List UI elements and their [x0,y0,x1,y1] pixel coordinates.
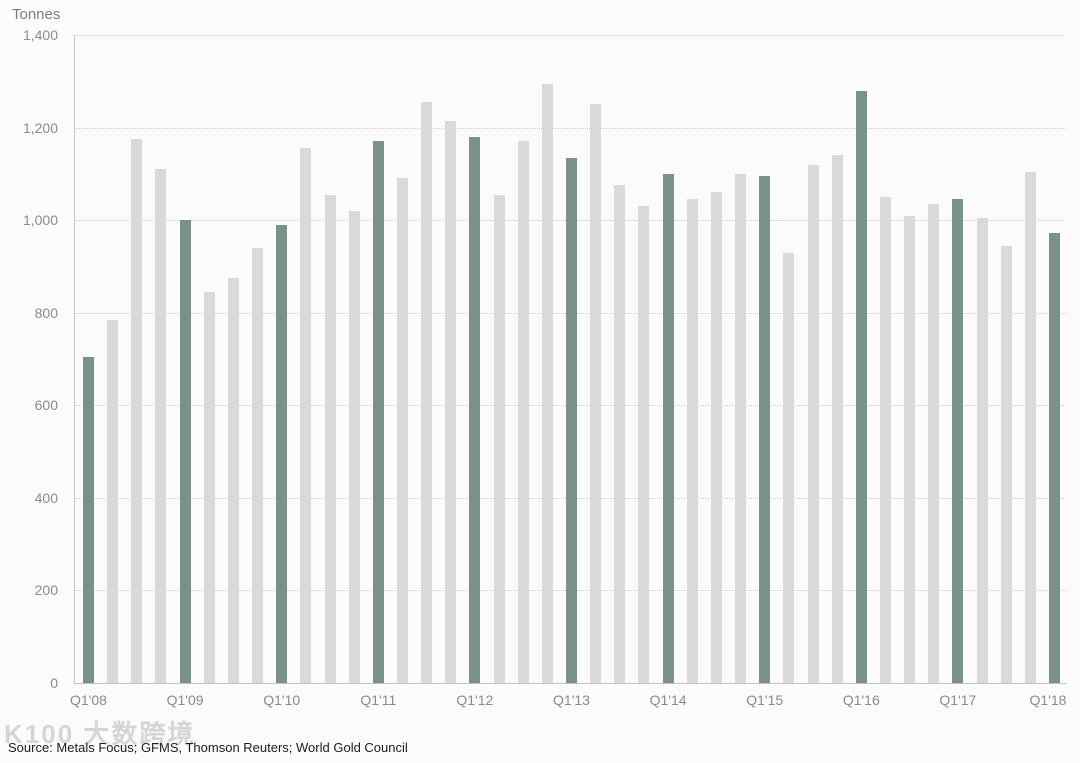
y-tick-label-400: 400 [34,489,58,506]
x-axis-baseline [74,683,1066,684]
bar-Q4'15 [831,155,843,683]
bar-Q4'09 [252,247,264,683]
x-tick-label-Q1'08: Q1'08 [70,692,107,708]
bar-Q1'10 [276,224,288,683]
bar-Q2'12 [493,194,505,683]
bar-Q1'09 [179,220,191,683]
y-tick-label-0: 0 [50,675,58,691]
x-tick-label-Q1'12: Q1'12 [456,692,494,708]
bar-Q2'11 [396,178,408,683]
x-tick-label-Q1'11: Q1'11 [360,692,397,708]
gridline-1200 [74,127,1066,129]
bar-Q2'17 [976,217,988,683]
bar-Q3'08 [131,139,143,683]
bar-Q3'15 [807,164,819,683]
source-attribution: Source: Metals Focus; GFMS, Thomson Reut… [8,740,408,755]
bar-Q1'12 [469,136,481,683]
bar-Q3'14 [710,192,722,683]
bar-Q1'15 [759,176,771,683]
bar-Q4'11 [445,120,457,683]
bar-Q2'09 [203,291,215,683]
bar-Q2'15 [783,252,795,683]
bar-Q4'08 [155,169,167,683]
y-tick-label-600: 600 [34,397,58,414]
bar-Q4'17 [1024,171,1036,683]
gridline-1400 [74,35,1066,36]
x-tick-label-Q1'17: Q1'17 [939,692,977,708]
y-tick-label-1400: 1,400 [22,27,58,43]
y-axis-line [74,35,75,684]
bar-Q4'14 [735,173,747,683]
bar-Q3'17 [1000,245,1012,683]
bar-Q1'16 [855,90,867,683]
y-axis-unit-label: Tonnes [12,6,61,23]
bar-Q4'13 [638,206,650,683]
bar-Q4'10 [348,210,360,683]
x-tick-label-Q1'09: Q1'09 [166,692,204,708]
x-tick-label-Q1'18: Q1'18 [1029,692,1067,708]
bar-Q2'16 [879,197,891,683]
y-tick-label-1200: 1,200 [22,119,58,136]
bar-Q4'16 [928,203,940,683]
bar-Q3'13 [614,185,626,683]
x-tick-label-Q1'16: Q1'16 [842,692,880,708]
bar-Q3'09 [227,278,239,683]
bar-Q1'08 [83,356,94,683]
bar-Q1'17 [952,199,964,683]
bar-Q3'16 [904,215,916,683]
bar-Q4'12 [541,83,553,683]
x-tick-label-Q1'14: Q1'14 [649,692,687,708]
bar-Q1'14 [662,173,674,683]
x-tick-label-Q1'15: Q1'15 [746,692,784,708]
bar-Q1'11 [372,141,384,683]
bar-Q3'12 [517,141,529,683]
bar-Q1'18 [1049,232,1060,683]
y-tick-label-1000: 1,000 [22,212,58,229]
y-tick-label-800: 800 [34,304,58,321]
x-tick-label-Q1'10: Q1'10 [263,692,301,708]
bar-Q2'14 [686,199,698,683]
bar-Q2'13 [590,104,602,683]
bar-Q1'13 [566,157,577,683]
y-tick-label-200: 200 [34,582,58,599]
x-tick-label-Q1'13: Q1'13 [553,692,590,708]
bar-Q2'08 [107,319,119,683]
bar-Q3'11 [421,102,433,683]
bar-Q2'10 [300,148,312,683]
bar-Q3'10 [324,194,336,683]
